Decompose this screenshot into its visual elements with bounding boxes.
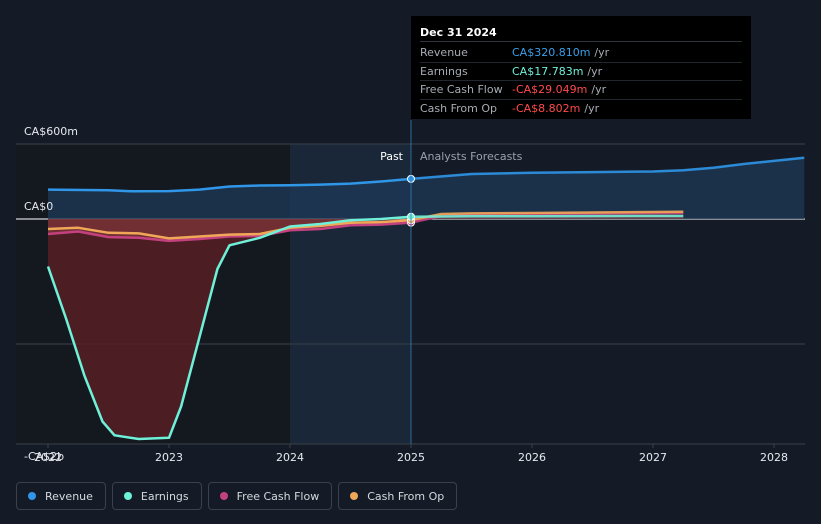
- earnings-dot-icon: [123, 492, 132, 500]
- tooltip-row-revenue: Revenue CA$320.810m /yr: [420, 44, 742, 63]
- x-tick-label: 2022: [34, 451, 62, 464]
- free-cash-flow-line-past: [47, 221, 412, 243]
- tooltip-panel: Dec 31 2024 Revenue CA$320.810m /yr Earn…: [411, 16, 751, 119]
- earnings-line-past: [46, 215, 412, 441]
- tooltip-label: Cash From Op: [420, 101, 498, 115]
- legend-label: Earnings: [140, 489, 189, 503]
- revenue-line-past: [47, 177, 412, 193]
- revenue-dot-icon: [28, 492, 36, 500]
- x-tick-label: 2026: [518, 451, 546, 464]
- tooltip-label: Earnings: [420, 64, 468, 78]
- free-cash-flow-dot-icon: [219, 492, 228, 500]
- revenue-line-forecast: [410, 156, 805, 181]
- tooltip-value: CA$320.810m: [512, 46, 591, 59]
- x-tick-label: 2024: [276, 451, 304, 464]
- cash-from-op-dot-icon: [350, 492, 359, 500]
- tooltip-value: -CA$29.049m: [512, 83, 588, 96]
- x-tick-label: 2027: [639, 451, 667, 464]
- tooltip-label: Free Cash Flow: [420, 83, 503, 96]
- legend-label: Revenue: [45, 489, 93, 503]
- earnings-area: [48, 219, 411, 439]
- tooltip-value: -CA$8.802m: [512, 101, 581, 115]
- y-tick-label: -CA$2b: [24, 450, 64, 463]
- tooltip-row-free-cash-flow: Free Cash Flow -CA$29.049m /yr: [420, 81, 742, 100]
- legend-item-earnings[interactable]: Earnings: [111, 482, 202, 510]
- x-tick-label: 2028: [760, 451, 788, 464]
- cash-from-op-line-past: [47, 218, 412, 240]
- forecast-label: Analysts Forecasts: [420, 150, 523, 163]
- tooltip-unit: /yr: [591, 83, 607, 96]
- legend: Revenue Earnings Free Cash Flow Cash Fro…: [16, 482, 463, 510]
- x-tick-label: 2023: [155, 451, 183, 464]
- y-tick-label: CA$0: [24, 200, 53, 213]
- y-tick-label: CA$600m: [24, 125, 78, 138]
- tooltip-label: Revenue: [420, 46, 468, 59]
- past-label: Past: [380, 150, 404, 163]
- tooltip-row-earnings: Earnings CA$17.783m /yr: [420, 63, 742, 81]
- legend-item-free-cash-flow[interactable]: Free Cash Flow: [207, 482, 333, 510]
- legend-item-cash-from-op[interactable]: Cash From Op: [338, 482, 458, 510]
- legend-label: Free Cash Flow: [236, 489, 320, 503]
- legend-item-revenue[interactable]: Revenue: [16, 482, 106, 510]
- tooltip-value: CA$17.783m: [512, 64, 584, 78]
- tooltip-date: Dec 31 2024: [420, 24, 742, 42]
- cash-from-op-line-forecast: [410, 210, 684, 222]
- free-cash-flow-area: [48, 212, 684, 241]
- tooltip-unit: /yr: [587, 64, 603, 78]
- tooltip-row-cash-from-op: Cash From Op -CA$8.802m /yr: [420, 100, 742, 118]
- earnings-line-forecast: [410, 214, 684, 219]
- legend-label: Cash From Op: [367, 489, 445, 503]
- tooltip-unit: /yr: [584, 101, 600, 115]
- x-tick-label: 2025: [397, 451, 425, 464]
- tooltip-unit: /yr: [594, 46, 610, 59]
